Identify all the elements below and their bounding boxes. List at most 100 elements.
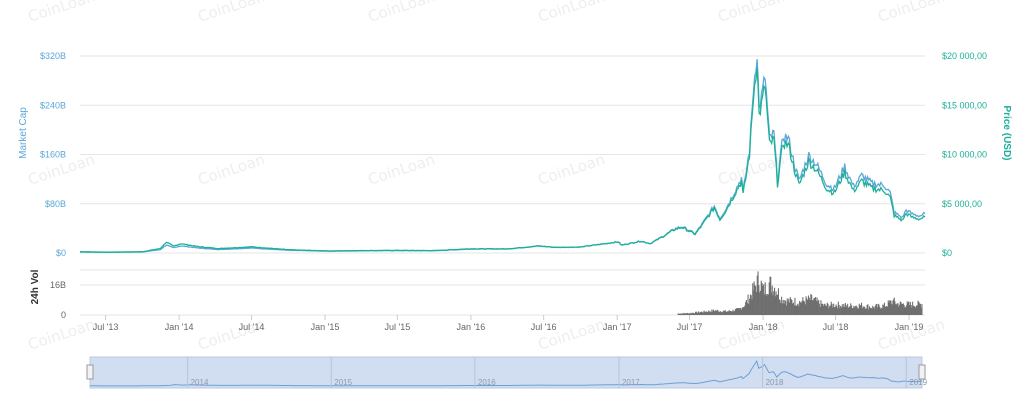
volume-bar [741,307,743,315]
volume-bar [895,304,897,315]
volume-bar [733,311,735,315]
volume-bar [738,308,740,315]
volume-bar [714,311,716,315]
volume-bar [767,294,769,315]
volume-bar [694,313,696,315]
volume-bar [793,305,795,315]
x-tick-10: Jul '18 [823,322,849,332]
volume-bar [814,297,816,315]
volume-bar [860,304,862,315]
volume-bar [818,299,820,315]
volume-bar [916,305,918,315]
volume-bar [732,309,734,315]
price-tick-0: $0 [942,248,952,258]
navigator-tick-1: 2015 [334,378,352,387]
volume-bar [867,304,869,315]
market-cap-tick-0: $0 [56,248,66,258]
volume-bar [851,308,853,315]
volume-bar [685,313,687,315]
volume-bar [911,307,913,315]
volume-bar [767,294,769,315]
volume-bar [738,308,740,315]
volume-bar [845,305,847,315]
volume-bar [849,306,851,315]
volume-bar [871,308,873,315]
volume-bar [703,310,705,315]
volume-bar [827,303,829,315]
volume-bar [799,302,801,315]
navigator-selection [89,356,923,389]
volume-bar [771,285,773,315]
volume-bar [812,299,814,315]
volume-bar [696,313,698,315]
volume-bar [889,300,891,315]
volume-bar [708,310,710,315]
volume-bar [852,307,854,315]
x-tick-3: Jan '15 [311,322,340,332]
volume-bar [758,285,760,315]
price-tick-4: $20 000,00 [942,51,987,61]
volume-bar [847,303,849,315]
volume-bar [889,300,891,315]
volume-bar [777,294,779,315]
volume-bar [740,307,742,315]
market-cap-tick-2: $160B [40,150,66,160]
volume-bar [777,288,779,315]
x-tick-9: Jan '18 [749,322,778,332]
volume-bar [695,311,697,315]
volume-bar [788,298,790,315]
volume-bar [886,306,888,315]
volume-bar [681,313,683,315]
volume-bar [857,308,859,315]
volume-bar [910,305,912,315]
volume-bar [882,304,884,315]
volume-bar [690,312,692,315]
x-tick-2: Jul '14 [239,322,265,332]
volume-bar [844,303,846,315]
volume-bar [749,298,751,315]
volume-bar [904,307,906,315]
volume-bar [835,304,837,315]
volume-bar [875,304,877,315]
volume-bar [792,303,794,315]
volume-bar [841,304,843,315]
volume-bar [855,305,857,315]
volume-bar [715,310,717,315]
volume-bar [898,306,900,315]
volume-bar [893,297,895,315]
volume-bar [803,301,805,315]
volume-bar [920,307,922,315]
volume-bar [908,301,910,315]
volume-bar [757,271,759,315]
market-cap-line [80,59,926,254]
volume-bar [769,276,771,315]
volume-bar [708,311,710,315]
volume-bar [806,298,808,315]
volume-bar [693,313,695,315]
volume-bar [840,307,842,315]
volume-bar [712,311,714,315]
volume-bar [838,304,840,315]
volume-bar [919,303,921,315]
volume-bar [751,299,753,315]
volume-bar [801,300,803,315]
volume-bar [895,304,897,315]
volume-bar [772,295,774,315]
volume-bar [896,303,898,315]
volume-bar [903,305,905,315]
volume-bar [864,306,866,315]
volume-bar [752,290,754,315]
volume-bar [898,304,900,315]
navigator-handle-right[interactable] [918,364,926,380]
x-tick-11: Jan '19 [895,322,924,332]
volume-bar [688,313,690,315]
volume-bar [680,313,682,315]
volume-bar [837,308,839,315]
volume-bar [778,299,780,315]
volume-bar [759,290,761,315]
volume-bar [682,313,684,315]
x-tick-0: Jul '13 [93,322,119,332]
navigator-handle-left[interactable] [86,364,94,380]
volume-bar [727,311,729,315]
